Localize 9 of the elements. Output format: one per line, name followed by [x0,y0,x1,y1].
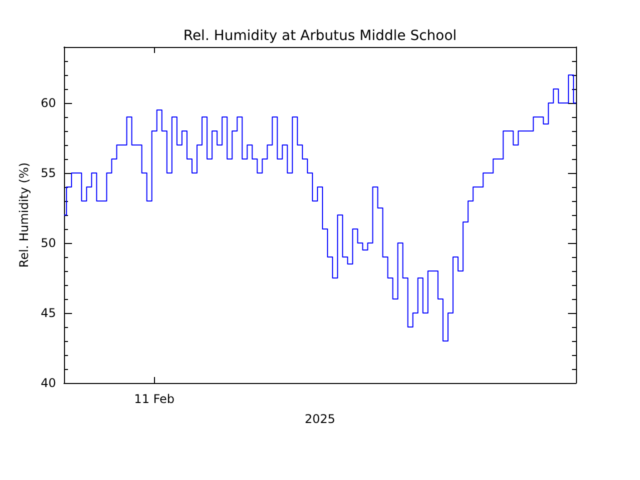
y-tick-label: 45 [40,306,56,320]
y-tick-label: 50 [40,236,56,250]
chart-title: Rel. Humidity at Arbutus Middle School [183,28,457,44]
x-axis-title: 2025 [304,412,336,426]
x-tick-label: 11 Feb [134,392,175,406]
y-tick-label: 40 [40,376,56,390]
y-axis-title: Rel. Humidity (%) [16,162,31,268]
y-tick-label: 55 [40,166,56,180]
y-tick-label: 60 [40,96,56,110]
